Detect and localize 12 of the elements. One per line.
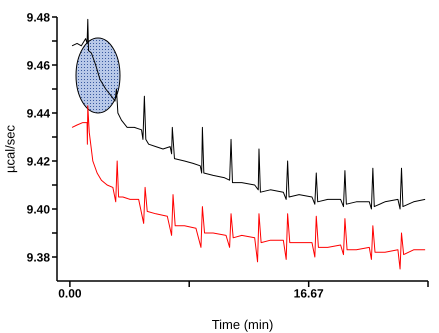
y-tick-label: 9.46 — [26, 58, 50, 72]
y-axis-title: µcal/sec — [2, 124, 18, 173]
x-tick-label: 16.67 — [294, 286, 324, 301]
y-tick-label: 9.48 — [26, 10, 50, 24]
y-tick-label: 9.42 — [26, 154, 50, 168]
line-series — [72, 18, 426, 210]
y-tick-label: 9.38 — [26, 250, 50, 264]
y-tick-label: 9.44 — [26, 106, 50, 120]
x-axis-title: Time (min) — [212, 317, 274, 332]
y-tick-label: 9.40 — [26, 202, 50, 216]
line-series — [72, 105, 426, 270]
x-tick-label: 0.00 — [58, 286, 82, 301]
